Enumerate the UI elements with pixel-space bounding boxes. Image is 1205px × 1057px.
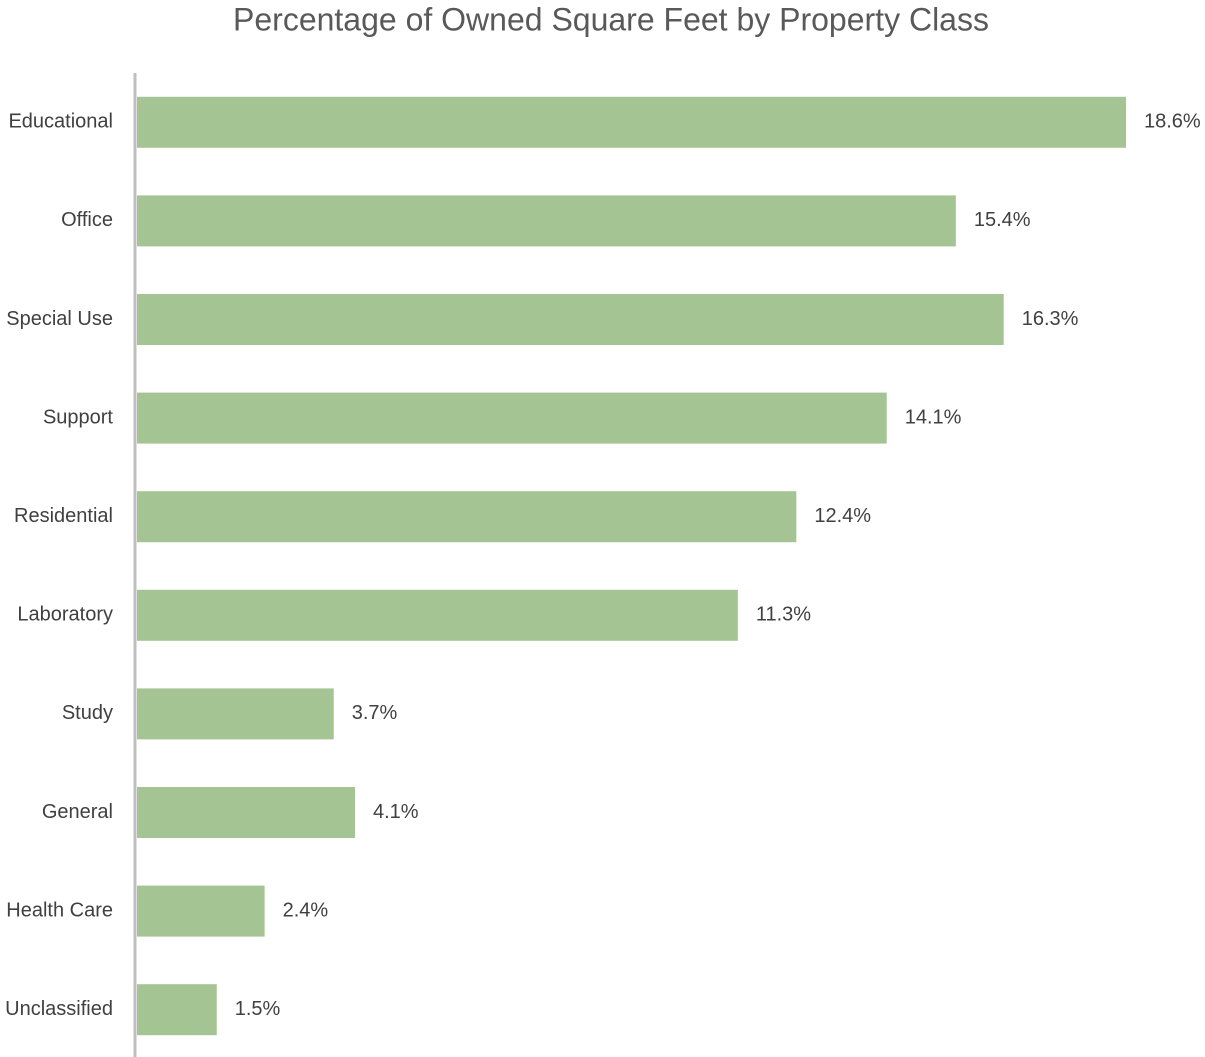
bar [137, 885, 265, 937]
bar [137, 96, 1126, 148]
chart-title: Percentage of Owned Square Feet by Prope… [233, 1, 989, 37]
category-label: Special Use [6, 308, 113, 330]
bar [137, 688, 334, 740]
value-label: 16.3% [1022, 308, 1079, 330]
category-label: Laboratory [17, 604, 113, 626]
bar [137, 984, 217, 1036]
category-label: Health Care [6, 899, 113, 921]
bar [137, 294, 1004, 345]
value-label: 14.1% [905, 406, 962, 428]
value-label: 15.4% [974, 209, 1031, 231]
category-label: Residential [14, 505, 113, 527]
bar [137, 491, 797, 543]
category-label: Unclassified [5, 998, 113, 1020]
category-label: General [42, 801, 113, 823]
category-label: Educational [8, 111, 113, 133]
category-label: Support [43, 406, 113, 428]
value-label: 12.4% [814, 505, 871, 527]
value-label: 2.4% [283, 899, 329, 921]
bar [137, 195, 956, 247]
bar [137, 392, 887, 444]
value-label: 18.6% [1144, 111, 1201, 133]
bar [137, 589, 738, 641]
value-label: 1.5% [235, 998, 281, 1020]
category-label: Study [62, 702, 113, 724]
value-label: 4.1% [373, 801, 419, 823]
category-label: Office [61, 209, 113, 231]
value-label: 11.3% [756, 604, 811, 626]
value-label: 3.7% [352, 702, 398, 724]
bar [137, 787, 356, 838]
